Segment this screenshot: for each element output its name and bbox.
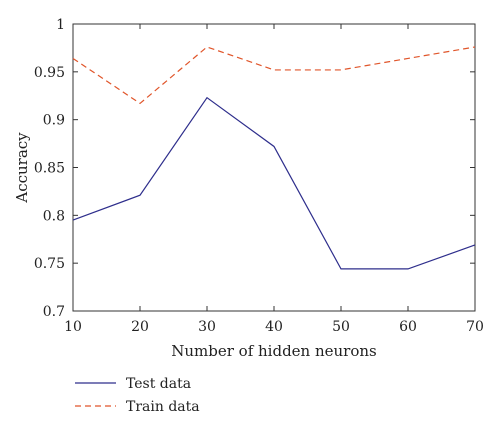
y-tick-label: 0.8: [43, 208, 65, 224]
y-tick-label: 0.95: [34, 65, 65, 81]
x-axis-ticks: 10 20 30 40 50 60 70: [64, 24, 484, 335]
x-tick-label: 30: [198, 319, 216, 335]
series-line-test-data: [72, 96, 476, 270]
plot-border: [72, 23, 476, 312]
y-tick-label: 1: [56, 17, 65, 33]
x-tick-label: 40: [265, 319, 283, 335]
plot-frame: [72, 23, 476, 312]
y-tick-label: 0.75: [34, 256, 65, 272]
x-tick-label: 70: [466, 319, 484, 335]
x-tick-label: 60: [399, 319, 417, 335]
series-layer: [72, 46, 476, 270]
x-axis-label: Number of hidden neurons: [171, 342, 377, 360]
legend-label: Train data: [126, 399, 200, 415]
legend-label: Test data: [126, 376, 191, 392]
x-tick-label: 20: [131, 319, 149, 335]
y-tick-label: 0.7: [43, 304, 65, 320]
y-tick-label: 0.85: [34, 161, 65, 177]
y-tick-label: 0.9: [43, 113, 65, 129]
series-line-train-data: [72, 46, 476, 105]
y-axis-label: Accuracy: [13, 132, 31, 204]
x-tick-label: 10: [64, 319, 82, 335]
x-tick-label: 50: [332, 319, 350, 335]
legend: Test data Train data: [75, 376, 200, 415]
y-axis-ticks: 0.7 0.75 0.8 0.85 0.9 0.95 1: [34, 17, 475, 320]
